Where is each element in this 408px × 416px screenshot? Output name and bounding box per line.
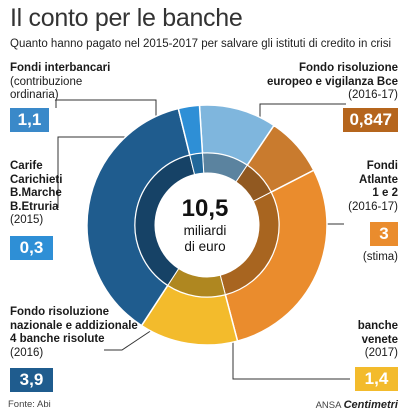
label-carife-l3: B.Marche [10,187,62,199]
label-venete-sub: (2017) [364,347,398,359]
page-subtitle: Quanto hanno pagato nel 2015-2017 per sa… [10,38,392,50]
label-carife-l4: B.Etruria [10,200,59,213]
center-total-value: 10,5 [181,195,229,222]
label-fondo-europeo: Fondo risoluzione europeo e vigilanza Bc… [267,62,398,103]
label-fondo-europeo-sub: (2016-17) [348,89,398,101]
label-fondi-interbancari-sub1: (contribuzione [10,75,83,88]
label-atlante-l2: Atlante [359,173,398,186]
badge-fondo-nazionale: 3,9 [10,368,53,392]
label-atlante-l1: Fondi [366,160,398,172]
label-fondi-interbancari: Fondi interbancari (contribuzione ordina… [10,62,110,103]
donut-outer-ring [86,104,328,346]
donut-inner-ring [134,152,280,298]
page-title: Il conto per le banche [10,4,243,32]
donut-hole [155,173,259,277]
badge-fondi-interbancari: 1,1 [10,108,49,132]
label-atlante-sub: (2016-17) [348,200,398,213]
label-venete: banche venete (2017) [358,320,398,361]
leader-fondi-interbancari [55,99,157,120]
label-carife-l1: Carife [10,160,43,172]
label-fondo-nazionale-l2: nazionale e addizionale [10,319,138,332]
label-fondo-nazionale-l1: Fondo risoluzione [10,306,110,318]
leader-fondo-nazionale [104,329,153,351]
label-carife-sub: (2015) [10,214,44,226]
label-atlante-note: (stima) [362,251,398,263]
label-fondo-europeo-l2: europeo e vigilanza Bce [266,75,398,88]
badge-carife: 0,3 [10,236,53,260]
label-fondi-interbancari-title: Fondi interbancari [10,62,111,74]
label-fondo-nazionale: Fondo risoluzione nazionale e addizional… [10,306,138,360]
center-total-line2: di euro [184,239,226,254]
label-carife-l2: Carichieti [10,173,63,186]
badge-atlante: 3 [370,222,398,246]
center-total: 10,5 miliardi di euro [155,195,255,255]
label-fondo-europeo-l1: Fondo risoluzione [298,62,398,74]
badge-fondo-europeo: 0,847 [343,108,398,132]
label-atlante-l3: 1 e 2 [372,187,398,199]
brand-prefix: ANSA [315,400,341,411]
label-venete-l2: venete [361,333,398,346]
label-venete-l1: banche [357,320,398,332]
leader-fondo-europeo [259,103,346,122]
label-fondi-interbancari-sub2: ordinaria) [10,89,59,101]
center-total-line1: miliardi [183,223,227,238]
brand-logo: Centimetri [343,399,398,411]
label-atlante: Fondi Atlante 1 e 2 (2016-17) [348,160,398,214]
leader-venete [232,330,350,380]
brand-credit: ANSA Centimetri [316,399,398,411]
label-fondo-nazionale-l3: 4 banche risolute [10,333,105,345]
source-note: Fonte: Abi [8,399,51,410]
label-carife: Carife Carichieti B.Marche B.Etruria (20… [10,160,62,228]
label-fondo-nazionale-sub: (2016) [10,346,44,359]
badge-venete: 1,4 [355,367,398,391]
